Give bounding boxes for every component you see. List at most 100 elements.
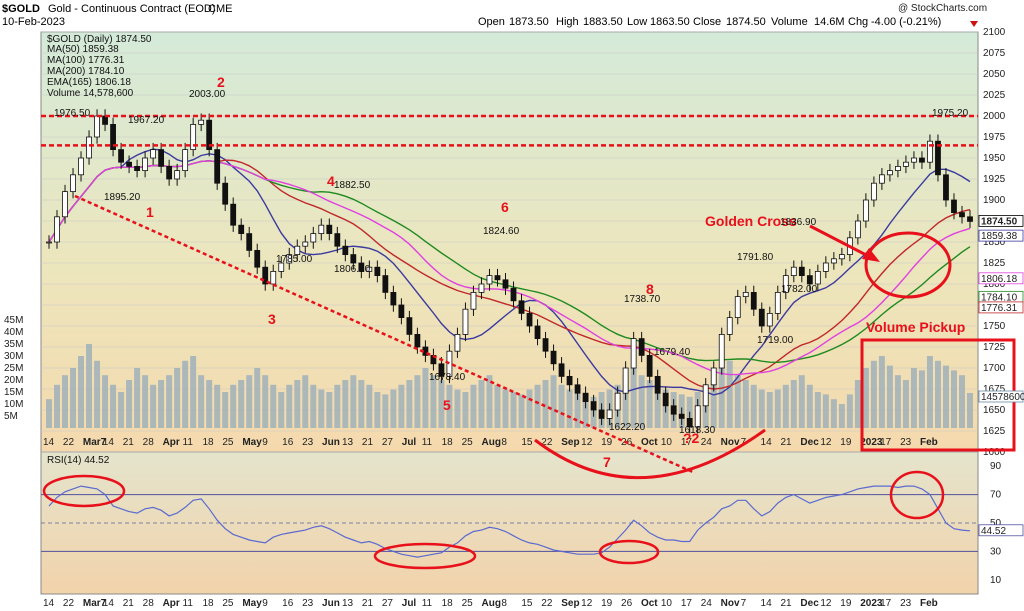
volume-bar	[542, 380, 549, 428]
volume-label: Volume	[771, 16, 808, 28]
moving-averages	[48, 148, 971, 396]
candle-body	[222, 182, 229, 205]
volume-bar	[710, 380, 717, 428]
volume-bar	[70, 368, 77, 428]
price-label: 2003.00	[189, 89, 226, 100]
volume-bar	[942, 365, 949, 428]
volume-bar	[390, 389, 397, 428]
x-tick-label-bottom: 16	[282, 598, 294, 609]
volume-bar	[214, 384, 221, 428]
candle-body	[927, 140, 933, 163]
candle-body	[758, 308, 765, 327]
candle-body	[198, 119, 205, 125]
candle-body	[887, 170, 893, 176]
value-tag-text: 1859.38	[981, 231, 1018, 242]
candle-body	[542, 338, 549, 352]
volume-bar	[558, 384, 565, 428]
candle-body	[230, 203, 237, 226]
x-tick-label-bottom: 27	[382, 598, 394, 609]
volume-bar	[838, 404, 845, 428]
candle-body	[534, 325, 541, 340]
volume-bar	[246, 375, 253, 428]
candle-body	[766, 312, 773, 327]
candle-body	[686, 417, 693, 428]
price-tick-label: 1975	[983, 132, 1006, 143]
price-label: 1679.40	[654, 347, 691, 358]
volume-bar	[894, 375, 901, 428]
legend-gold: $GOLD (Daily) 1874.50	[47, 34, 152, 45]
rsi-circle-2	[373, 542, 477, 570]
x-tick-label-bottom: 12	[820, 598, 832, 609]
x-tick-label-bottom: 21	[362, 598, 374, 609]
x-tick-label-bottom: 18	[202, 598, 214, 609]
wave-label-4: 4	[327, 173, 335, 189]
value-tag-text: 1874.50	[981, 216, 1018, 227]
volume-bar	[758, 389, 765, 428]
volume-bar	[742, 380, 749, 428]
open-value: 1873.50	[509, 16, 549, 28]
candle-body	[102, 115, 108, 125]
rsi-series	[41, 485, 978, 558]
volume-bar	[582, 394, 589, 428]
x-tick-label-bottom: 9	[262, 598, 268, 609]
candle-body	[798, 266, 805, 277]
volume-bar	[118, 392, 125, 428]
rsi-circle-3	[598, 539, 660, 565]
candle-body	[670, 405, 677, 415]
volume-bar	[286, 384, 293, 428]
volume-bar	[174, 368, 181, 428]
candle-body	[742, 291, 749, 297]
candle-body	[718, 333, 725, 369]
volume-bar	[902, 380, 909, 428]
volume-bar	[622, 375, 629, 428]
x-tick-label-bottom: Mar7	[83, 598, 107, 609]
volume-bar	[967, 392, 973, 428]
volume-bar	[830, 399, 837, 428]
x-tick-label-bottom: 22	[63, 598, 75, 609]
candle-body	[158, 149, 165, 167]
x-tick-label-bottom: 13	[342, 598, 354, 609]
candle-body	[526, 312, 533, 327]
volume-tick-label: 45M	[4, 315, 23, 326]
rsi-line	[48, 485, 971, 558]
value-tag-text: 1776.31	[981, 303, 1018, 314]
candle-body	[614, 392, 621, 411]
candle-body	[150, 149, 157, 159]
volume-bar	[198, 375, 205, 428]
price-tick-label: 1650	[983, 405, 1006, 416]
volume-bar	[158, 380, 165, 428]
value-tag-box	[978, 301, 1024, 314]
x-tick-label: Sep	[561, 437, 579, 448]
volume-bar	[734, 375, 741, 428]
low-value: 1863.50	[650, 16, 690, 28]
candle-body	[86, 136, 92, 159]
x-tick-label: 25	[462, 437, 474, 448]
x-tick-label-bottom: Feb	[920, 598, 938, 609]
candle-body	[862, 199, 869, 222]
volume-bar	[94, 360, 101, 428]
candle-body	[62, 191, 68, 218]
volume-bar	[846, 394, 853, 428]
price-label: 1824.60	[483, 226, 520, 237]
volume-bar	[654, 384, 661, 428]
volume-bar	[766, 392, 773, 428]
rsi-circle-4	[889, 470, 945, 520]
candle-body	[903, 161, 909, 167]
wave-label-5: 5	[443, 397, 451, 413]
volume-bar	[414, 375, 421, 428]
volume-bar	[470, 384, 477, 428]
candle-body	[374, 266, 381, 277]
rsi-axis: 10 30 50 70 90	[990, 461, 1002, 586]
volume-bar	[854, 380, 861, 428]
value-tag-text: 1806.18	[981, 274, 1018, 285]
candle-body	[126, 161, 132, 167]
volume-bar	[102, 375, 109, 428]
candle-body	[510, 287, 517, 302]
x-tick-label-bottom: 23	[900, 598, 912, 609]
volume-bar	[294, 380, 301, 428]
volume-bar	[238, 380, 245, 428]
candle-body	[895, 165, 901, 171]
price-tick-label: 1925	[983, 174, 1006, 185]
